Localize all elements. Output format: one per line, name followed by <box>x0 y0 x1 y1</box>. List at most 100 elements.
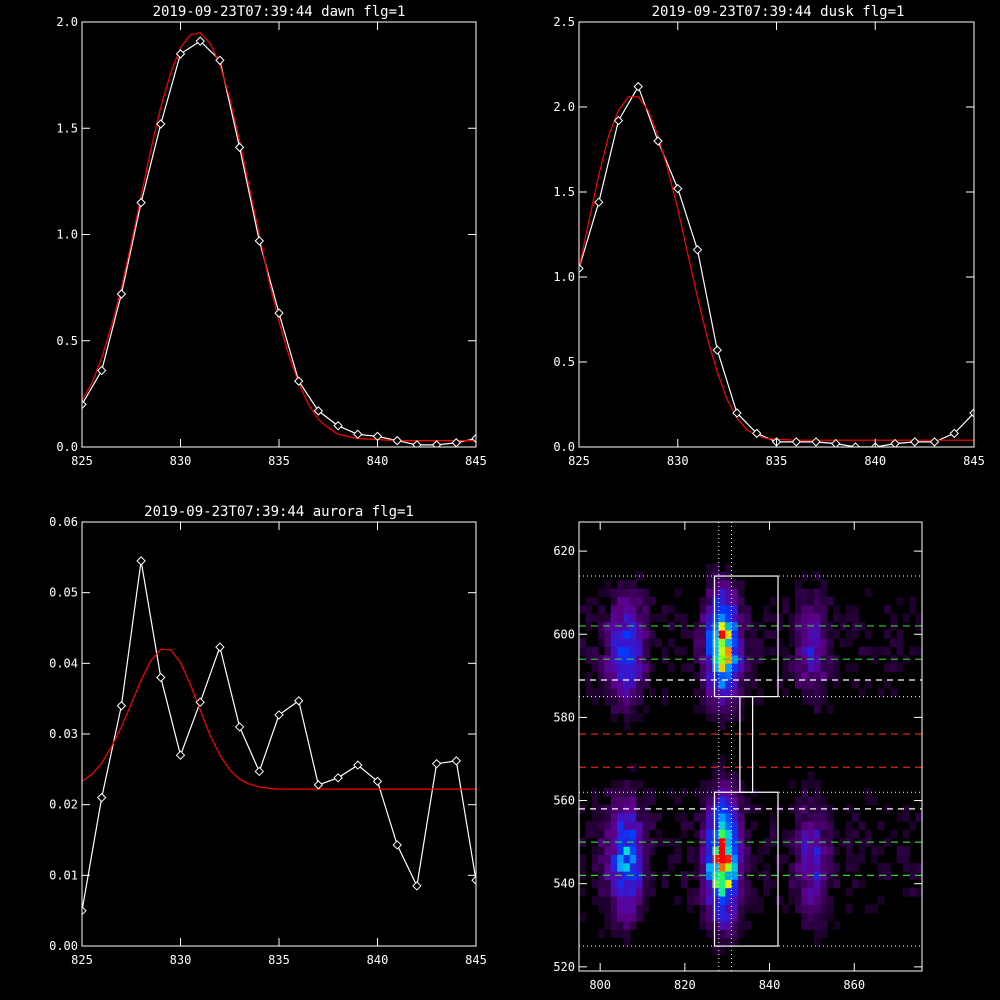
heatmap-cell <box>699 887 707 897</box>
heatmap-cell <box>833 921 840 930</box>
heatmap-cell <box>680 813 688 822</box>
heatmap-cell <box>775 862 783 872</box>
heatmap-cell <box>610 813 618 822</box>
heatmap-cell <box>750 854 758 864</box>
heatmap-cell <box>896 846 904 855</box>
heatmap-cell <box>706 896 713 905</box>
heatmap-cell <box>623 829 631 839</box>
data-point <box>234 142 245 153</box>
heatmap-cell <box>731 921 739 930</box>
heatmap-cell <box>795 663 802 673</box>
heatmap-cell <box>712 713 720 722</box>
heatmap-cell <box>623 596 631 606</box>
data-series-line <box>82 40 476 446</box>
heatmap-cell <box>712 563 720 573</box>
heatmap-cell <box>820 921 828 930</box>
heatmap-cell <box>731 796 739 806</box>
heatmap-cell <box>617 929 624 939</box>
heatmap-cell <box>604 671 612 681</box>
heatmap-cell <box>661 605 669 614</box>
y-tick-label: 0.0 <box>553 440 575 454</box>
heatmap-cell <box>706 788 713 797</box>
heatmap-cell <box>585 621 593 631</box>
heatmap-cell <box>598 829 605 839</box>
heatmap-cell <box>623 680 631 689</box>
heatmap-cell <box>769 646 777 656</box>
heatmap-cell <box>845 904 853 914</box>
heatmap-cell <box>826 663 834 673</box>
heatmap-cell <box>731 621 739 631</box>
heatmap-cell <box>737 704 745 714</box>
heatmap-cell <box>725 912 732 922</box>
heatmap-cell <box>629 904 637 914</box>
heatmap-cell <box>763 862 770 872</box>
heatmap-cell <box>680 630 688 639</box>
heatmap-cell <box>877 821 885 830</box>
heatmap-cell <box>788 621 796 631</box>
heatmap-cell <box>610 605 618 614</box>
selection-box <box>713 575 779 698</box>
heatmap-cell <box>712 638 720 648</box>
heatmap-cell <box>795 846 802 855</box>
heatmap-cell <box>629 638 637 648</box>
heatmap-cell <box>655 838 662 847</box>
heatmap-cell <box>604 804 612 814</box>
heatmap-cell <box>801 912 809 922</box>
heatmap-cell <box>864 788 872 797</box>
data-point <box>732 408 742 418</box>
heatmap-cell <box>814 613 821 623</box>
heatmap-cell <box>845 804 853 814</box>
heatmap-cell <box>693 646 701 656</box>
heatmap-cell <box>782 596 790 606</box>
heatmap-cell <box>725 663 732 673</box>
heatmap-cell <box>642 896 650 905</box>
heatmap-cell <box>725 646 732 656</box>
heatmap-cell <box>718 929 726 939</box>
heatmap-cell <box>579 854 586 864</box>
heatmap-cell <box>871 655 878 664</box>
heatmap-cell <box>623 921 631 930</box>
heatmap-cell <box>642 630 650 639</box>
heatmap-cell <box>604 588 612 598</box>
heatmap-cell <box>902 887 910 897</box>
heatmap-cell <box>744 671 751 681</box>
heatmap-cell <box>858 646 866 656</box>
heatmap-cell <box>629 630 637 639</box>
heatmap-cell <box>775 854 783 864</box>
heatmap-cell <box>604 821 612 830</box>
heatmap-cell <box>579 862 586 872</box>
heatmap-cell <box>725 605 732 614</box>
heatmap-cell <box>852 680 859 689</box>
heatmap-cell <box>731 813 739 822</box>
heatmap-cell <box>604 638 612 648</box>
series-group <box>579 81 974 447</box>
heatmap-cell <box>731 588 739 598</box>
y-tick-label: 0.5 <box>56 334 78 348</box>
heatmap-cell <box>807 588 815 598</box>
heatmap-cell <box>623 912 631 922</box>
data-point <box>96 365 107 376</box>
heatmap-cell <box>737 879 745 889</box>
heatmap-cell <box>737 613 745 623</box>
heatmap-cell <box>687 663 694 673</box>
heatmap-cell <box>852 813 859 822</box>
heatmap-cell <box>648 638 656 648</box>
heatmap-cell <box>820 613 828 623</box>
heatmap-cell <box>706 796 713 806</box>
heatmap-cell <box>579 646 586 656</box>
heatmap-cell <box>629 779 637 789</box>
heatmap-cell <box>636 879 643 889</box>
heatmap-cell <box>826 838 834 847</box>
data-point <box>392 840 402 850</box>
heatmap-cell <box>706 871 713 880</box>
heatmap-cell <box>610 838 618 847</box>
heatmap-cell <box>629 862 637 872</box>
data-point <box>274 308 284 318</box>
heatmap-cell <box>706 912 713 922</box>
heatmap-cell <box>750 804 758 814</box>
heatmap-cell <box>598 904 605 914</box>
heatmap-cell <box>693 829 701 839</box>
heatmap-cell <box>642 813 650 822</box>
heatmap-cell <box>629 788 637 797</box>
heatmap-cell <box>801 813 809 822</box>
